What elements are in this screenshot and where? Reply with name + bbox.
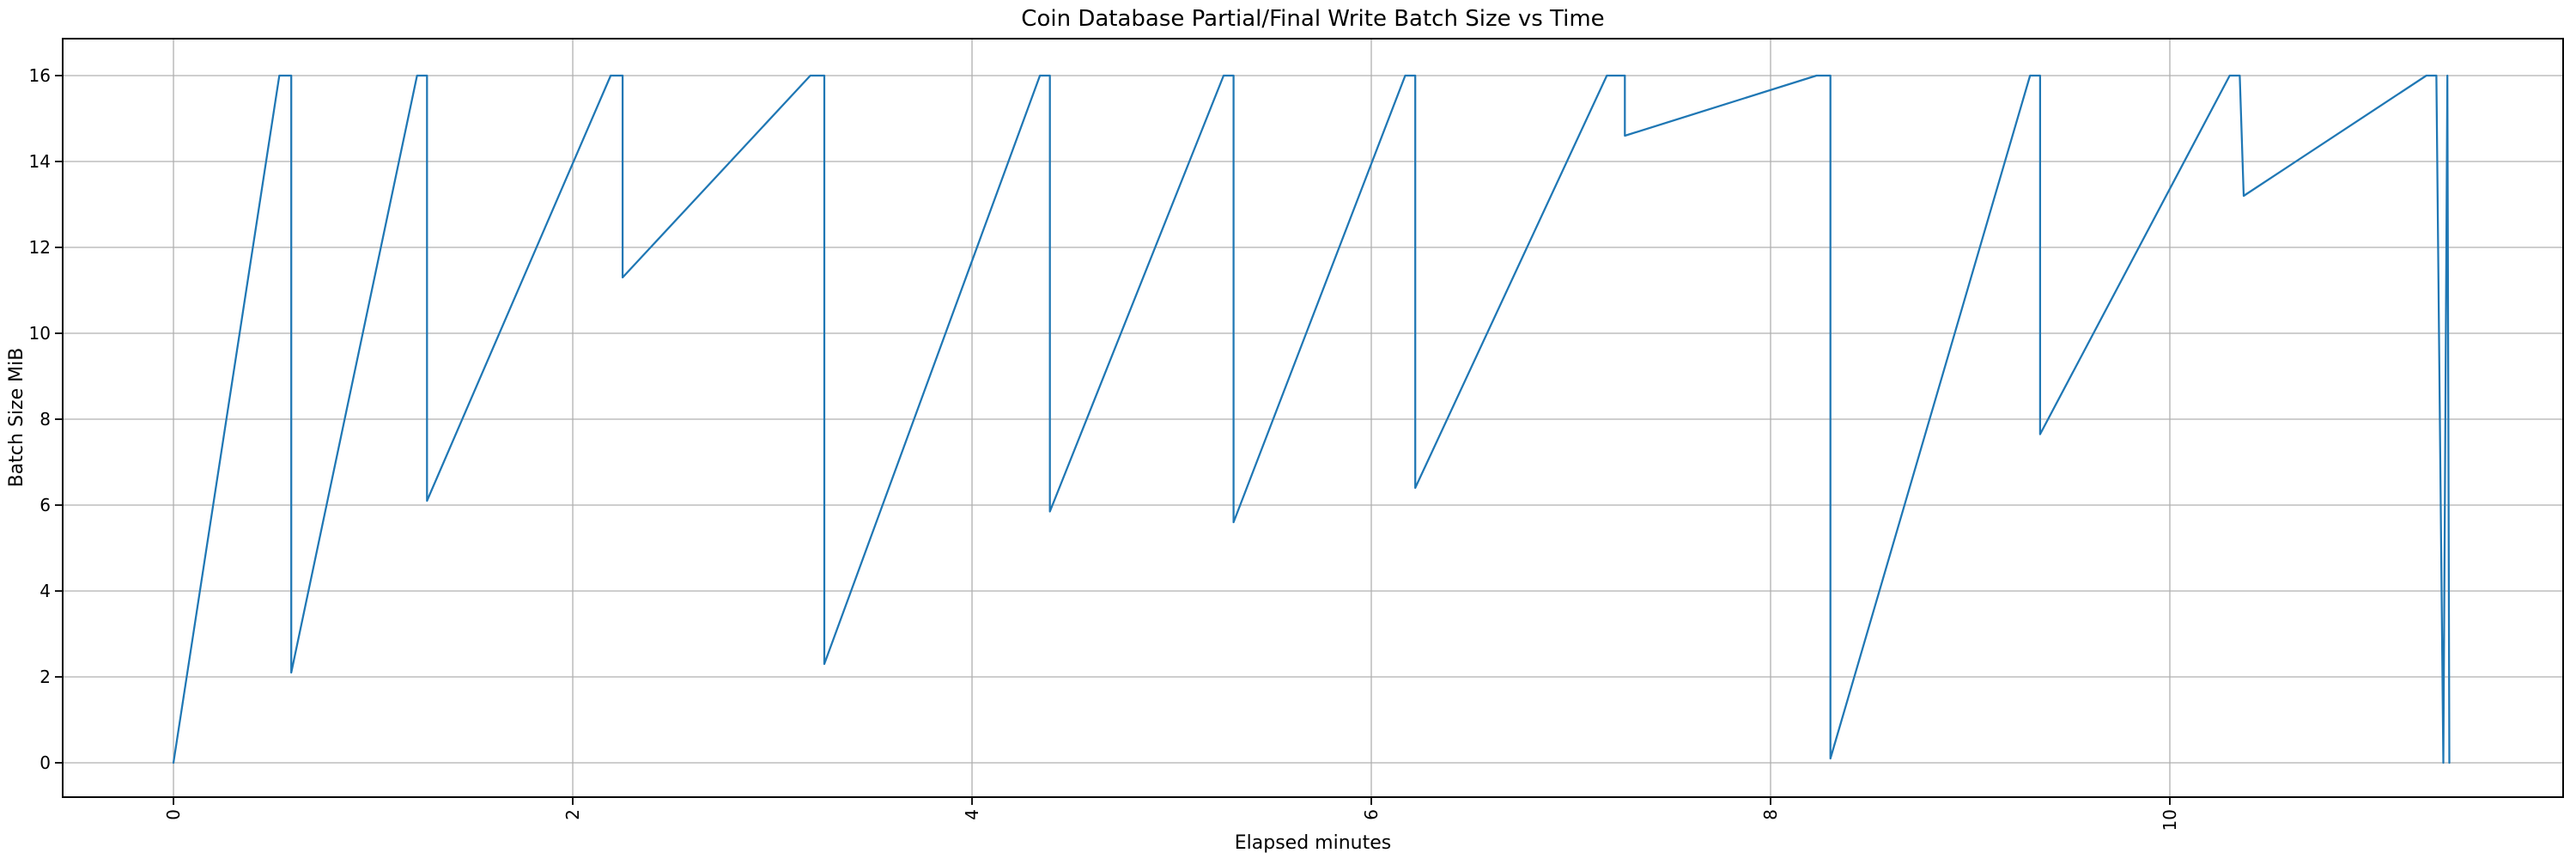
- y-tick-label: 14: [29, 151, 51, 172]
- y-tick-label: 8: [39, 409, 51, 430]
- y-tick-label: 10: [29, 323, 51, 344]
- y-tick-label: 4: [39, 581, 51, 601]
- x-tick-label: 4: [962, 809, 982, 820]
- data-series-group: [172, 74, 2451, 765]
- x-axis-label: Elapsed minutes: [1235, 832, 1391, 854]
- chart-title: Coin Database Partial/Final Write Batch …: [1021, 6, 1604, 32]
- plot-border: [62, 38, 2564, 798]
- y-tick-label: 16: [29, 65, 51, 86]
- x-tick-label: 6: [1361, 809, 1382, 820]
- x-tick-label: 2: [562, 809, 583, 820]
- x-tick-label: 10: [2160, 809, 2180, 831]
- x-tick-label: 8: [1760, 809, 1781, 820]
- x-tick-label: 0: [163, 809, 184, 820]
- y-axis-label: Batch Size MiB: [6, 348, 27, 488]
- tick-marks-group: [55, 75, 2171, 805]
- tick-labels-group: 0 2 4 6 8 10 0 2 4 6 8 10 12 14 16: [29, 65, 2180, 831]
- y-tick-label: 2: [39, 667, 51, 687]
- y-tick-label: 12: [29, 237, 51, 258]
- data-line-write-batch-size: [172, 74, 2451, 765]
- y-tick-label: 6: [39, 495, 51, 515]
- y-tick-label: 0: [39, 752, 51, 773]
